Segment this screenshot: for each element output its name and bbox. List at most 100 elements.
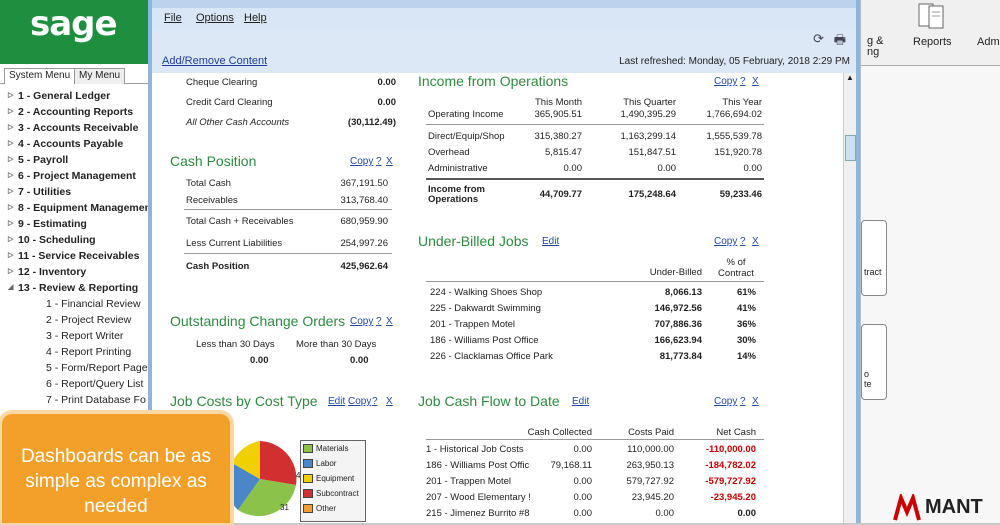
tree-item[interactable]: ▷ 12 - Inventory (0, 264, 151, 280)
job-label: 201 - Trappen Motel (430, 319, 516, 330)
job-amount: 8,066.13 (665, 287, 702, 298)
tree-subitem[interactable]: 4 - Report Printing (46, 346, 132, 358)
column-header: Costs Paid (628, 427, 674, 438)
pie-slice-materials (238, 479, 296, 517)
cash-collected: 79,168.11 (550, 460, 592, 471)
edit-link[interactable]: Edit (572, 396, 590, 407)
add-remove-content-link[interactable]: Add/Remove Content (162, 55, 268, 67)
close-link[interactable]: X (752, 396, 759, 407)
legend-item: Labor (303, 459, 336, 469)
costs-paid: 579,727.92 (626, 476, 674, 487)
tree-item-label: 9 - Estimating (18, 218, 87, 230)
panel-title: Job Cash Flow to Date (418, 393, 560, 409)
tree-item[interactable]: ▷ 10 - Scheduling (0, 232, 151, 248)
row-value: 151,847.51 (628, 147, 676, 158)
job-label: 215 - Jimenez Burrito #8 (426, 508, 530, 519)
help-link[interactable]: ? (740, 236, 746, 247)
copy-link[interactable]: Copy (350, 156, 374, 167)
tree-item[interactable]: ▷ 3 - Accounts Receivable (0, 120, 151, 136)
tree-item-label: 7 - Utilities (18, 186, 72, 198)
job-costs-panel: Job Costs by Cost Type Edit Copy ? X 4 3… (170, 393, 396, 523)
tree-item[interactable]: ▷ 4 - Accounts Payable (0, 136, 151, 152)
row-label: All Other Cash Accounts (186, 117, 290, 128)
menu-options[interactable]: Options (196, 12, 234, 24)
edit-link[interactable]: Edit (542, 236, 560, 247)
refresh-icon[interactable]: ⟳ (813, 31, 824, 46)
vertical-scrollbar[interactable]: ▲ (843, 73, 856, 523)
job-amount: 166,623.94 (654, 335, 702, 346)
tree-item[interactable]: ▷ 11 - Service Receivables (0, 248, 151, 264)
reports-button[interactable]: Reports (913, 36, 952, 48)
tree-item[interactable]: ▷ 8 - Equipment Management (0, 200, 151, 216)
copy-link[interactable]: Copy (348, 396, 372, 407)
tree-subitem[interactable]: 7 - Print Database Fo (46, 394, 146, 406)
row-value: 0.00 (377, 97, 397, 108)
copy-link[interactable]: Copy (714, 236, 738, 247)
copy-link[interactable]: Copy (714, 396, 738, 407)
tab-system-menu[interactable]: System Menu (4, 68, 76, 84)
tree-subitem[interactable]: 1 - Financial Review (46, 298, 141, 310)
tab-my-menu[interactable]: My Menu (74, 68, 126, 84)
expand-icon: ▷ (8, 92, 14, 99)
edit-link[interactable]: Edit (328, 396, 346, 407)
panel-title: Job Costs by Cost Type (170, 393, 318, 409)
reports-icon (915, 2, 949, 32)
ribbon: g & ng Reports Admi (861, 0, 1000, 66)
tree-item[interactable]: ▷ 5 - Payroll (0, 152, 151, 168)
tree-item[interactable]: ▷ 2 - Accounting Reports (0, 104, 151, 120)
tree-item[interactable]: ◢ 13 - Review & Reporting (0, 280, 151, 296)
copy-link[interactable]: Copy (350, 316, 374, 327)
tree-item[interactable]: ▷ 7 - Utilities (0, 184, 151, 200)
scroll-up-icon[interactable]: ▲ (846, 73, 854, 82)
row-label: Total Cash + Receivables (186, 216, 294, 227)
job-percent: 41% (736, 303, 756, 314)
bg-card[interactable]: tract (861, 220, 887, 296)
tree-subitem[interactable]: 5 - Form/Report Page (46, 362, 148, 374)
job-label: 186 - Williams Post Offic (426, 460, 530, 471)
total-value: 44,709.77 (539, 189, 582, 200)
ribbon-button-partial[interactable]: g & ng (867, 35, 884, 58)
help-link[interactable]: ? (376, 316, 382, 327)
close-link[interactable]: X (386, 316, 393, 327)
bg-card[interactable]: o te (861, 324, 887, 400)
close-link[interactable]: X (386, 156, 393, 167)
menu-help[interactable]: Help (244, 12, 267, 24)
expand-icon: ▷ (8, 172, 14, 179)
cash-collected: 0.00 (573, 492, 593, 503)
close-link[interactable]: X (752, 76, 759, 87)
close-link[interactable]: X (752, 236, 759, 247)
dashboard-content: Cheque Clearing 0.00 Credit Card Clearin… (152, 73, 840, 523)
legend-swatch (303, 474, 313, 484)
scrollbar-thumb[interactable] (845, 135, 856, 161)
row-value: 0.00 (563, 163, 583, 174)
pie-slice-labor (226, 463, 260, 510)
tree-subitem[interactable]: 3 - Report Writer (46, 330, 124, 342)
tree-item[interactable]: ▷ 9 - Estimating (0, 216, 151, 232)
close-link[interactable]: X (386, 396, 393, 407)
net-cash: -579,727.92 (705, 476, 756, 487)
tree-item[interactable]: ▷ 6 - Project Management (0, 168, 151, 184)
help-link[interactable]: ? (740, 76, 746, 87)
expand-icon: ▷ (8, 140, 14, 147)
tree-item-label: 8 - Equipment Management (18, 202, 151, 214)
job-label: 201 - Trappen Motel (426, 476, 512, 487)
copy-link[interactable]: Copy (714, 76, 738, 87)
cash-accounts-panel: Cheque Clearing 0.00 Credit Card Clearin… (186, 75, 396, 135)
tree-item-label: 4 - Accounts Payable (18, 138, 124, 150)
menu-file[interactable]: File (164, 12, 182, 24)
row-label: Total Cash (186, 178, 231, 189)
tree-item[interactable]: ▷ 1 - General Ledger (0, 88, 151, 104)
admin-button[interactable]: Admi (977, 36, 1000, 48)
column-header: Less than 30 Days (196, 339, 275, 350)
column-header: This Year (722, 97, 762, 108)
tree-subitem[interactable]: 2 - Project Review (46, 314, 132, 326)
job-costs-pie (226, 441, 297, 517)
help-link[interactable]: ? (376, 156, 382, 167)
tree-subitem[interactable]: 6 - Report/Query List (46, 378, 144, 390)
job-percent: 61% (736, 287, 756, 298)
help-link[interactable]: ? (372, 396, 378, 407)
help-link[interactable]: ? (740, 396, 746, 407)
print-icon[interactable]: 🖶 (833, 32, 846, 47)
row-value: 254,997.26 (340, 238, 388, 249)
divider (426, 178, 764, 180)
